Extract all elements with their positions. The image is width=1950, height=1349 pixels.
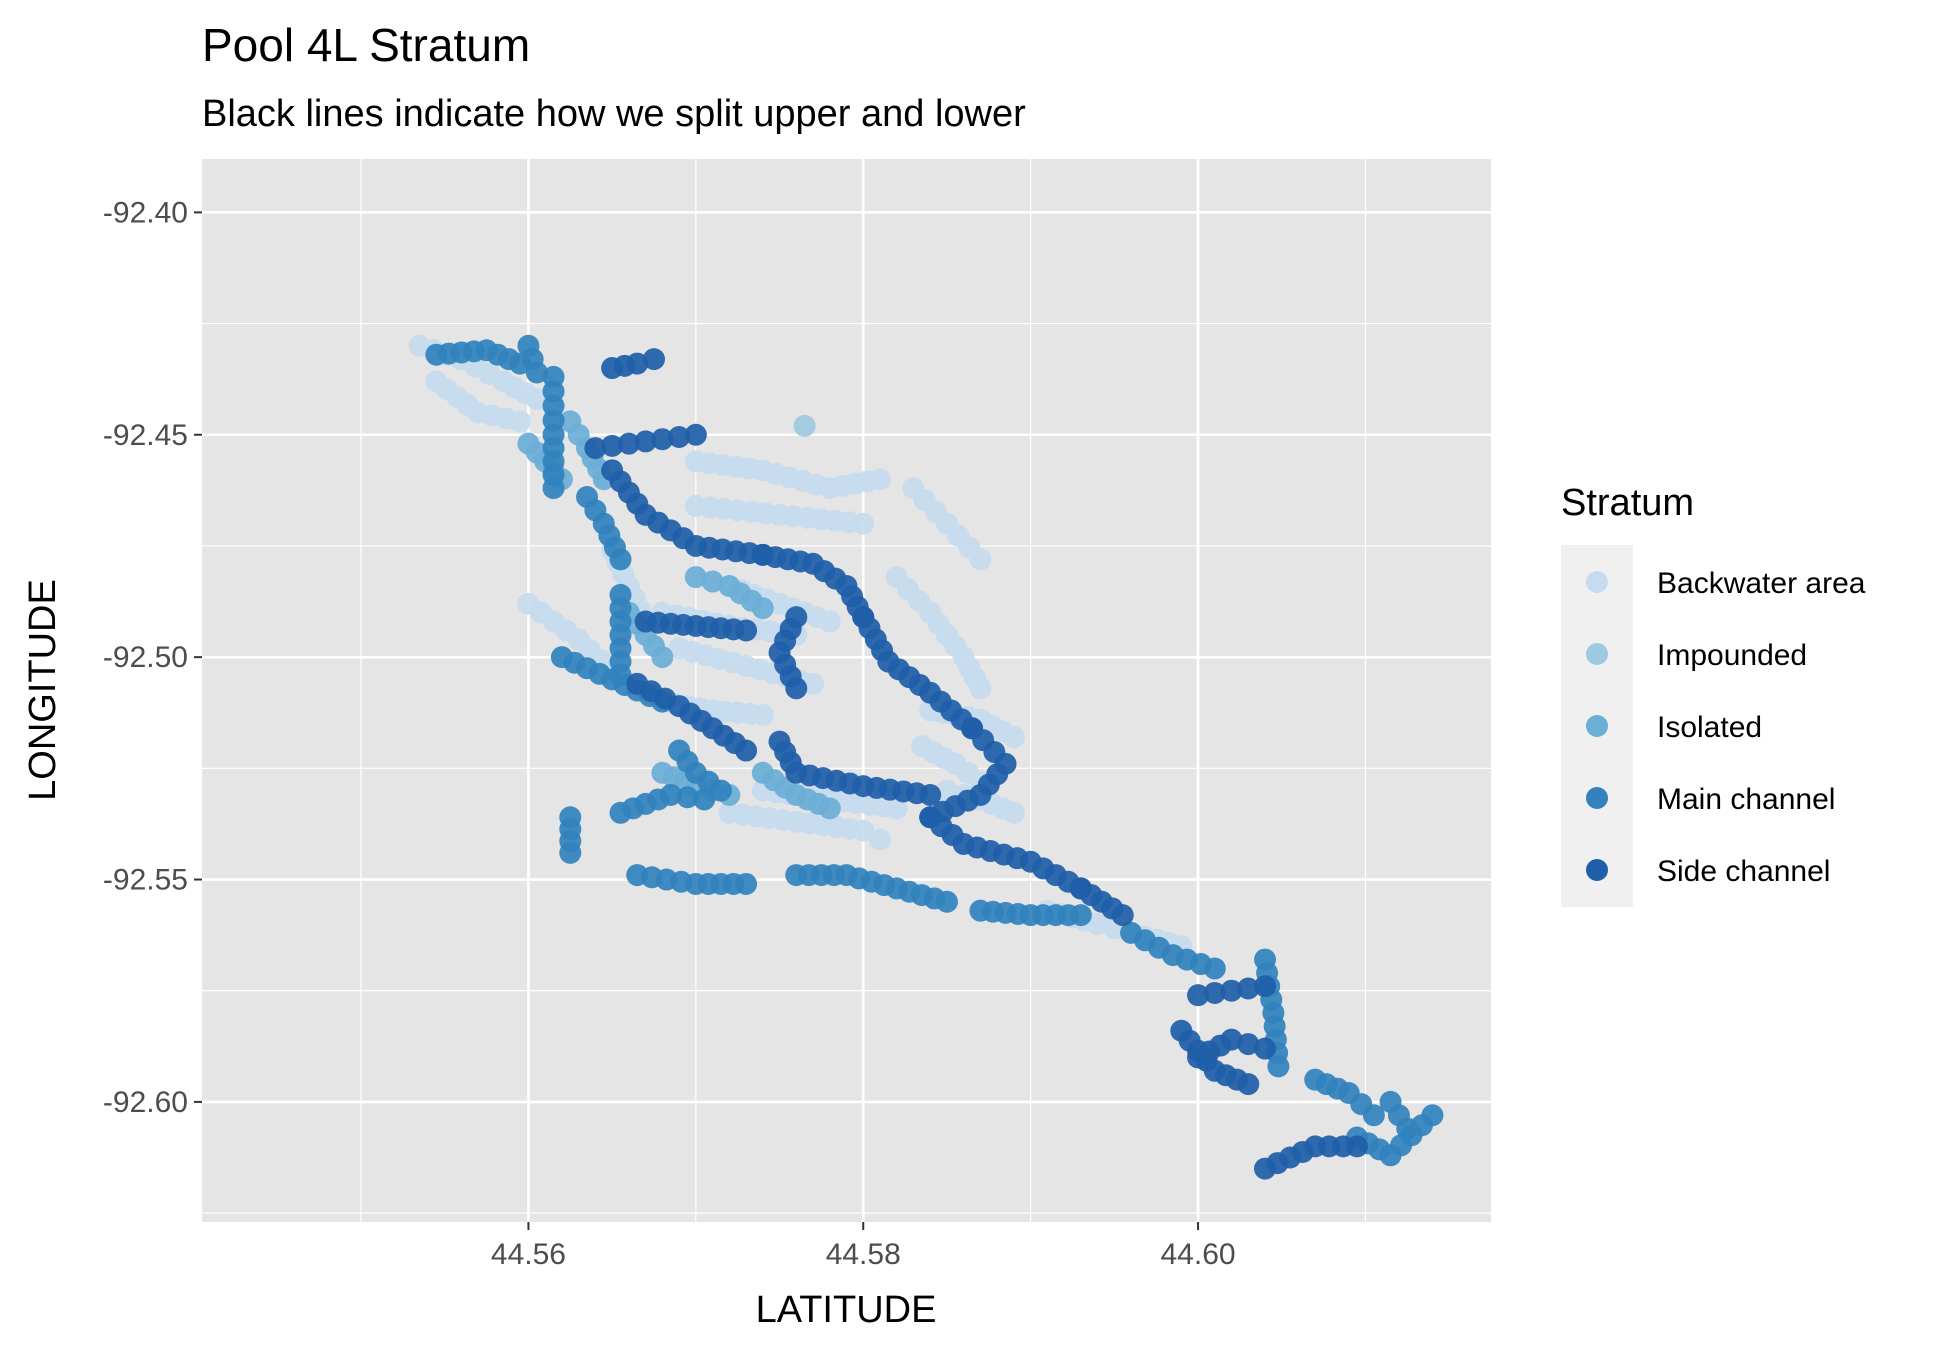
data-point bbox=[935, 890, 958, 913]
data-point bbox=[684, 566, 707, 589]
series-side-channel bbox=[584, 348, 1369, 1180]
data-point bbox=[509, 410, 532, 433]
legend-label: Impounded bbox=[1657, 639, 1807, 672]
data-point bbox=[885, 797, 908, 820]
data-point bbox=[609, 548, 632, 571]
legend-key bbox=[1586, 571, 1608, 593]
data-point bbox=[735, 872, 758, 895]
data-point bbox=[525, 388, 548, 411]
data-point bbox=[542, 477, 565, 500]
data-point bbox=[852, 819, 875, 842]
y-tick-label: -92.55 bbox=[103, 864, 188, 897]
data-point bbox=[1203, 957, 1226, 980]
data-point bbox=[1203, 981, 1226, 1004]
data-point bbox=[868, 468, 891, 491]
data-point bbox=[1421, 1104, 1444, 1127]
legend-key bbox=[1586, 715, 1608, 737]
plot-panel bbox=[202, 159, 1491, 1222]
data-point bbox=[818, 610, 841, 633]
data-point bbox=[1220, 979, 1243, 1002]
data-point bbox=[1220, 1028, 1243, 1051]
data-point bbox=[1237, 1033, 1260, 1056]
x-tick-label: 44.60 bbox=[1161, 1238, 1236, 1271]
data-point bbox=[1086, 913, 1109, 936]
y-tick-label: -92.40 bbox=[103, 196, 188, 229]
data-point bbox=[1362, 1104, 1385, 1127]
data-point bbox=[1396, 1117, 1419, 1140]
major-gridlines bbox=[202, 159, 1491, 1222]
x-axis-ticks: 44.56 44.58 44.60 bbox=[491, 1222, 1236, 1271]
series-main-channel bbox=[425, 334, 1444, 1167]
y-tick-label: -92.50 bbox=[103, 641, 188, 674]
x-tick-label: 44.56 bbox=[491, 1238, 566, 1271]
data-points bbox=[408, 334, 1444, 1180]
data-point bbox=[1237, 977, 1260, 1000]
legend-key bbox=[1586, 643, 1608, 665]
legend-label: Isolated bbox=[1657, 711, 1762, 744]
legend: Stratum Backwater area Impounded Isolated M… bbox=[1561, 482, 1866, 907]
data-point bbox=[818, 797, 841, 820]
data-point bbox=[868, 828, 891, 851]
data-point bbox=[642, 348, 665, 371]
data-point bbox=[651, 428, 674, 451]
data-point bbox=[617, 432, 640, 455]
legend-label: Backwater area bbox=[1657, 567, 1866, 600]
y-tick-label: -92.45 bbox=[103, 419, 188, 452]
data-point bbox=[735, 619, 758, 642]
data-point bbox=[1187, 984, 1210, 1007]
minor-gridlines bbox=[202, 159, 1491, 1222]
y-axis-title: LONGITUDE bbox=[22, 579, 64, 801]
data-point bbox=[1002, 726, 1025, 749]
data-point bbox=[659, 784, 682, 807]
y-axis-ticks: -92.40 -92.45 -92.50 -92.55 -92.60 bbox=[103, 196, 202, 1119]
data-point bbox=[601, 434, 624, 457]
data-point bbox=[1346, 1135, 1369, 1158]
data-point bbox=[626, 352, 649, 375]
data-point bbox=[684, 423, 707, 446]
legend-title: Stratum bbox=[1561, 482, 1694, 524]
x-axis-title: LATITUDE bbox=[756, 1289, 937, 1331]
series-impounded bbox=[793, 414, 816, 437]
data-point bbox=[969, 548, 992, 571]
data-point bbox=[802, 672, 825, 695]
data-point bbox=[751, 703, 774, 726]
chart-title: Pool 4L Stratum bbox=[202, 19, 530, 71]
data-point bbox=[709, 779, 732, 802]
data-point bbox=[668, 425, 691, 448]
data-point bbox=[1254, 975, 1277, 998]
data-point bbox=[1254, 1037, 1277, 1060]
data-point bbox=[751, 597, 774, 620]
data-point bbox=[584, 437, 607, 460]
y-tick-label: -92.60 bbox=[103, 1086, 188, 1119]
data-point bbox=[1111, 904, 1134, 927]
data-point bbox=[634, 430, 657, 453]
legend-label: Side channel bbox=[1657, 855, 1830, 888]
data-point bbox=[735, 739, 758, 762]
data-point bbox=[793, 414, 816, 437]
data-point bbox=[1237, 1073, 1260, 1096]
legend-key bbox=[1586, 787, 1608, 809]
chart-subtitle: Black lines indicate how we split upper … bbox=[202, 93, 1026, 135]
data-point bbox=[693, 788, 716, 811]
x-tick-label: 44.58 bbox=[826, 1238, 901, 1271]
data-point bbox=[651, 646, 674, 669]
data-point bbox=[1002, 801, 1025, 824]
legend-label: Main channel bbox=[1657, 783, 1835, 816]
data-point bbox=[1267, 1055, 1290, 1078]
data-point bbox=[919, 784, 942, 807]
data-point bbox=[525, 361, 548, 384]
data-point bbox=[969, 677, 992, 700]
data-point bbox=[676, 786, 699, 809]
legend-key bbox=[1586, 859, 1608, 881]
data-point bbox=[559, 841, 582, 864]
data-point bbox=[701, 570, 724, 593]
data-point bbox=[1069, 904, 1092, 927]
data-point bbox=[852, 512, 875, 535]
data-point bbox=[785, 677, 808, 700]
